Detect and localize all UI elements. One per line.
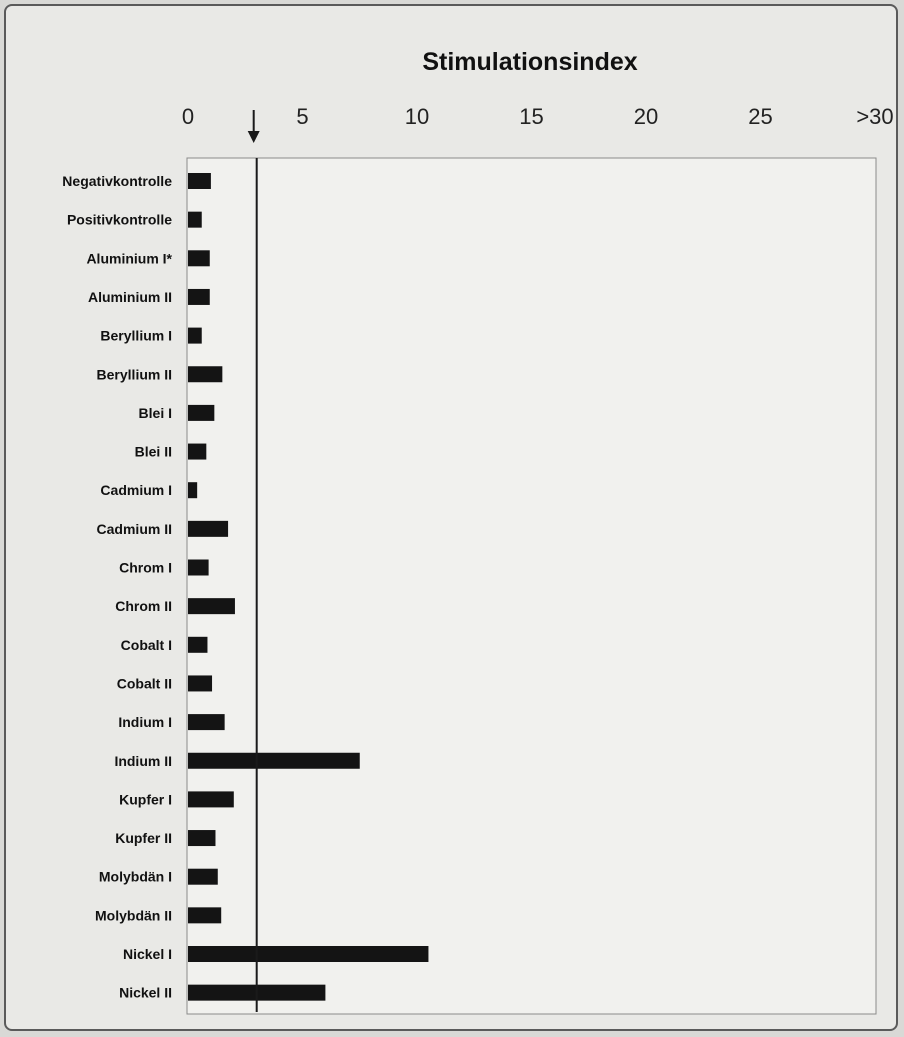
bars <box>188 173 429 1001</box>
category-label: Molybdän I <box>99 869 172 885</box>
bar <box>188 791 234 808</box>
bar <box>188 752 360 769</box>
bar <box>188 250 210 267</box>
category-label: Cadmium I <box>100 482 172 498</box>
bar <box>188 636 208 653</box>
category-label: Aluminium II <box>88 289 172 305</box>
x-axis-ticks: 0 5 10 15 20 25 >30 <box>182 104 894 129</box>
bar <box>188 598 235 615</box>
category-label: Positivkontrolle <box>67 212 172 228</box>
plot-area <box>186 157 877 1015</box>
category-label: Chrom II <box>115 598 172 614</box>
category-label: Indium II <box>114 753 172 769</box>
bar <box>188 946 429 962</box>
bar <box>188 211 202 228</box>
category-label: Beryllium I <box>100 328 172 344</box>
bar <box>188 482 198 499</box>
threshold-marker <box>247 110 260 1012</box>
x-tick-label: >30 <box>856 104 893 129</box>
x-tick-label: 0 <box>182 104 194 129</box>
x-tick-label: 5 <box>296 104 308 129</box>
bar <box>188 443 207 460</box>
bar <box>188 675 213 692</box>
category-label: Beryllium II <box>97 366 172 382</box>
bar <box>188 288 210 305</box>
category-label: Aluminium I* <box>86 250 172 266</box>
threshold-arrow-icon <box>247 131 260 143</box>
bar <box>188 907 222 924</box>
bar <box>188 404 215 421</box>
category-label: Blei I <box>139 405 172 421</box>
category-label: Kupfer I <box>119 791 172 807</box>
x-tick-label: 15 <box>519 104 543 129</box>
category-label: Molybdän II <box>95 907 172 923</box>
category-label: Chrom I <box>119 560 172 576</box>
category-label: Cobalt II <box>117 675 172 691</box>
bar <box>188 868 218 885</box>
x-tick-label: 20 <box>634 104 658 129</box>
category-label: Nickel II <box>119 985 172 1001</box>
x-tick-label: 25 <box>748 104 772 129</box>
x-tick-label: 10 <box>405 104 429 129</box>
category-label: Cobalt I <box>121 637 172 653</box>
bar <box>188 327 202 344</box>
category-label: Nickel I <box>123 946 172 962</box>
category-label: Kupfer II <box>115 830 172 846</box>
bar <box>188 520 229 537</box>
bar <box>188 173 211 189</box>
category-label: Indium I <box>118 714 172 730</box>
bar <box>188 366 223 383</box>
bar <box>188 714 225 731</box>
category-label: Blei II <box>135 444 172 460</box>
category-label: Negativkontrolle <box>62 173 172 189</box>
bar <box>188 559 209 576</box>
chart-title: Stimulationsindex <box>422 48 637 76</box>
bar <box>188 830 216 847</box>
category-labels: Negativkontrolle Positivkontrolle Aluminiu… <box>62 173 172 1001</box>
category-label: Cadmium II <box>97 521 172 537</box>
